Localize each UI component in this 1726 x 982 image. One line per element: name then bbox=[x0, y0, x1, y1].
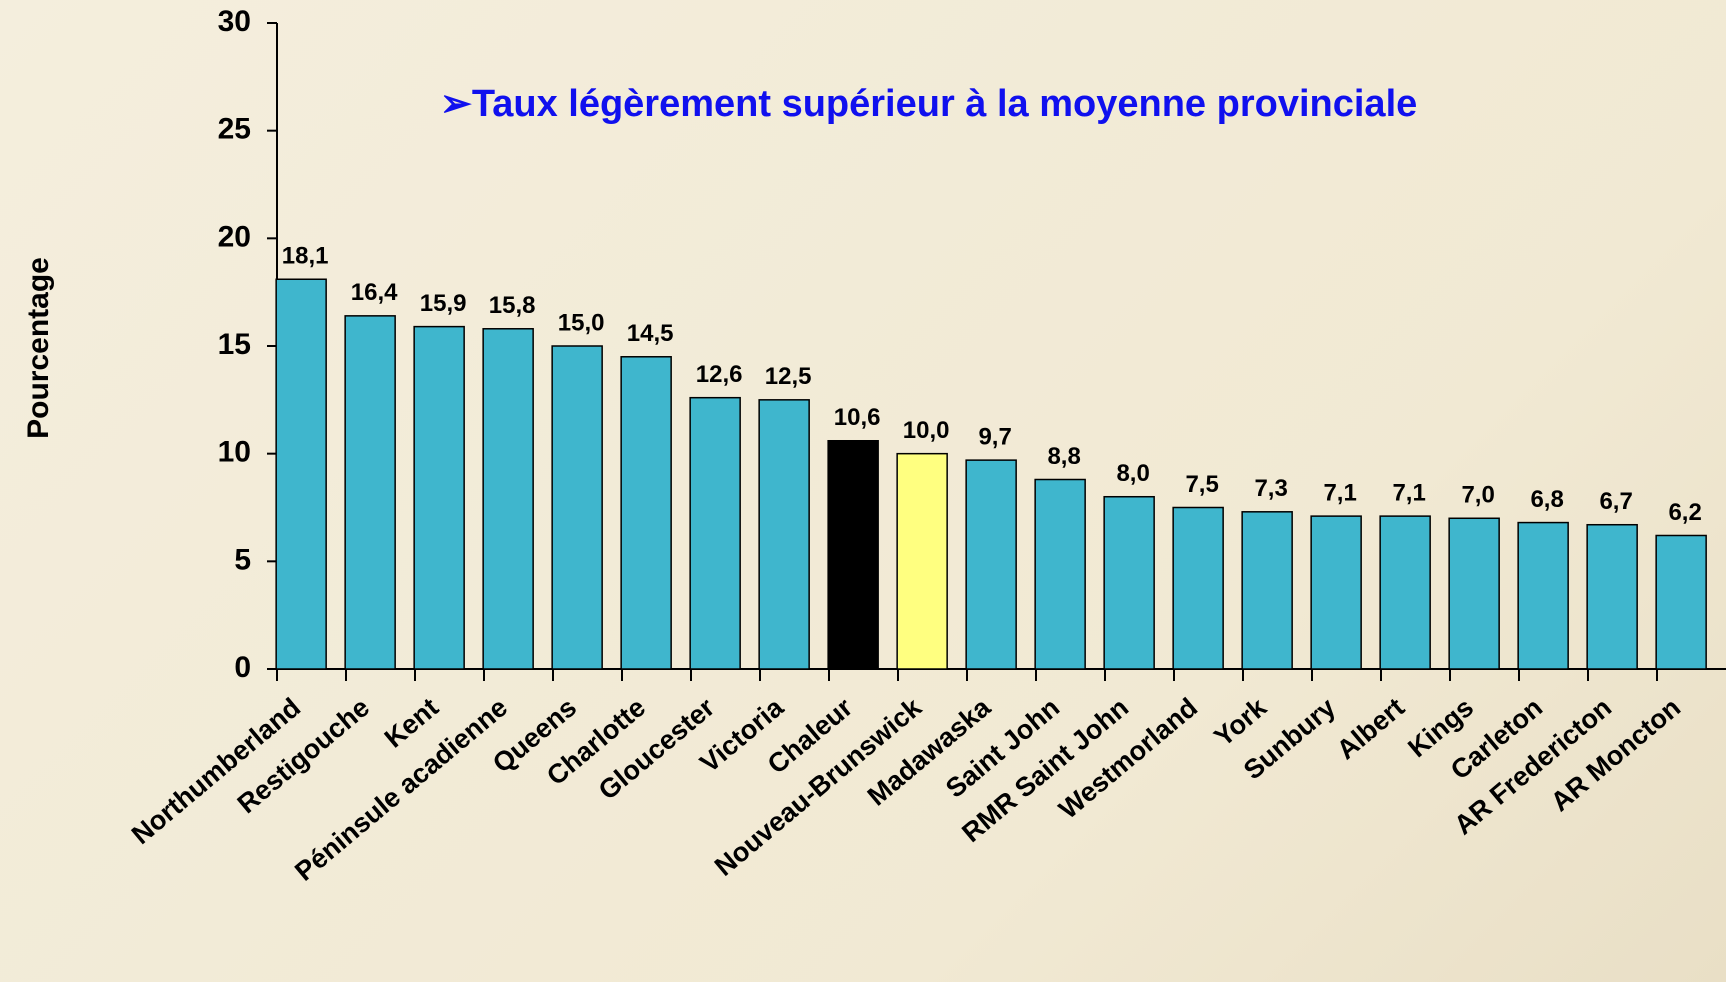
bar bbox=[1103, 495, 1155, 670]
bar bbox=[965, 459, 1017, 670]
bar bbox=[1448, 517, 1500, 670]
y-axis-label: Pourcentage bbox=[22, 257, 55, 439]
bar bbox=[275, 278, 327, 670]
x-tick-label: Albert bbox=[1331, 692, 1410, 765]
value-label: 8,0 bbox=[1116, 460, 1149, 487]
bar bbox=[1034, 478, 1086, 670]
y-tick-label: 10 bbox=[218, 436, 251, 469]
bar bbox=[482, 328, 534, 670]
bar bbox=[620, 356, 672, 670]
value-label: 15,9 bbox=[420, 290, 467, 317]
value-label: 15,8 bbox=[489, 292, 536, 319]
value-label: 10,6 bbox=[834, 404, 881, 431]
bar bbox=[1586, 523, 1638, 670]
bar bbox=[689, 396, 741, 670]
value-label: 14,5 bbox=[627, 320, 674, 347]
bar bbox=[413, 325, 465, 670]
value-label: 7,0 bbox=[1461, 482, 1494, 509]
bar bbox=[758, 399, 810, 670]
y-tick-label: 0 bbox=[234, 651, 251, 684]
bar bbox=[1655, 534, 1707, 670]
value-label: 7,5 bbox=[1185, 471, 1218, 498]
value-label: 10,0 bbox=[903, 417, 950, 444]
bar bbox=[1310, 515, 1362, 670]
value-label: 6,7 bbox=[1599, 488, 1632, 515]
bar bbox=[896, 452, 948, 670]
bar bbox=[1517, 521, 1569, 670]
value-label: 12,5 bbox=[765, 363, 812, 390]
y-tick-label: 25 bbox=[218, 113, 251, 146]
bar bbox=[1379, 515, 1431, 670]
y-tick-label: 20 bbox=[218, 220, 251, 253]
bar bbox=[827, 439, 879, 670]
y-tick-label: 15 bbox=[218, 328, 251, 361]
value-label: 6,8 bbox=[1530, 486, 1563, 513]
value-label: 7,3 bbox=[1254, 475, 1287, 502]
bar bbox=[344, 315, 396, 670]
value-label: 9,7 bbox=[978, 423, 1011, 450]
annotation: ➢Taux légèrement supérieur à la moyenne … bbox=[440, 83, 1417, 125]
y-tick-label: 30 bbox=[218, 5, 251, 38]
y-tick-label: 5 bbox=[234, 543, 251, 576]
value-label: 16,4 bbox=[351, 279, 398, 306]
value-label: 7,1 bbox=[1392, 479, 1425, 506]
value-label: 6,2 bbox=[1668, 499, 1701, 526]
value-label: 18,1 bbox=[282, 243, 329, 270]
bar bbox=[551, 345, 603, 670]
value-label: 12,6 bbox=[696, 361, 743, 388]
value-label: 15,0 bbox=[558, 309, 605, 336]
bar bbox=[1241, 511, 1293, 670]
value-label: 7,1 bbox=[1323, 479, 1356, 506]
value-label: 8,8 bbox=[1047, 443, 1080, 470]
bar bbox=[1172, 506, 1224, 670]
